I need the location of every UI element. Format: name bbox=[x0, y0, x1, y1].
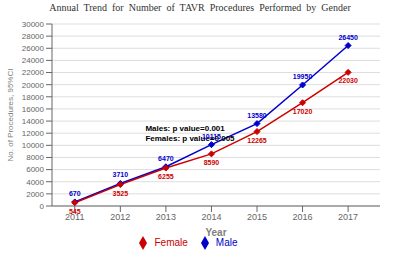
svg-text:6000: 6000 bbox=[26, 165, 44, 174]
svg-text:22030: 22030 bbox=[338, 77, 358, 84]
svg-text:22000: 22000 bbox=[22, 68, 45, 77]
svg-text:4000: 4000 bbox=[26, 178, 44, 187]
svg-text:19950: 19950 bbox=[293, 73, 313, 80]
svg-text:0: 0 bbox=[40, 202, 45, 211]
svg-text:Males: p value=0.001Females: p: Males: p value=0.001Females: p value=0.0… bbox=[145, 124, 235, 143]
svg-text:2016: 2016 bbox=[293, 212, 313, 222]
svg-text:6470: 6470 bbox=[158, 155, 174, 162]
svg-text:17020: 17020 bbox=[293, 108, 313, 115]
svg-text:8000: 8000 bbox=[26, 153, 44, 162]
svg-text:12000: 12000 bbox=[22, 129, 45, 138]
html-text:Female: Female bbox=[154, 236, 188, 248]
svg-text:6255: 6255 bbox=[158, 173, 174, 180]
svg-text:10115: 10115 bbox=[202, 133, 221, 140]
svg-text:2000: 2000 bbox=[26, 190, 44, 199]
svg-text:16000: 16000 bbox=[22, 105, 45, 114]
svg-text:30000: 30000 bbox=[22, 20, 45, 29]
svg-text:18000: 18000 bbox=[22, 93, 45, 102]
svg-text:3525: 3525 bbox=[113, 190, 129, 197]
svg-text:3710: 3710 bbox=[113, 171, 129, 178]
svg-text:26000: 26000 bbox=[22, 44, 45, 53]
html-text:Annual Trend for Number of TAV: Annual Trend for Number of TAVR Procedur… bbox=[49, 2, 351, 13]
svg-text:2011: 2011 bbox=[65, 212, 85, 223]
svg-text:2012: 2012 bbox=[110, 212, 130, 222]
svg-text:2013: 2013 bbox=[156, 212, 176, 222]
svg-text:No. of Procedures, 95%CI: No. of Procedures, 95%CI bbox=[8, 69, 15, 162]
html-text:Male: Male bbox=[215, 236, 238, 248]
svg-text:10000: 10000 bbox=[22, 141, 45, 150]
svg-text:24000: 24000 bbox=[22, 56, 45, 65]
svg-text:28000: 28000 bbox=[22, 32, 45, 41]
svg-text:2015: 2015 bbox=[247, 212, 267, 222]
svg-text:14000: 14000 bbox=[22, 117, 45, 126]
svg-text:2014: 2014 bbox=[201, 212, 221, 222]
svg-text:2017: 2017 bbox=[338, 212, 358, 222]
svg-text:12265: 12265 bbox=[247, 137, 267, 144]
svg-text:8590: 8590 bbox=[204, 159, 220, 166]
svg-text:20000: 20000 bbox=[22, 81, 45, 90]
svg-text:Year: Year bbox=[205, 227, 226, 238]
svg-text:13580: 13580 bbox=[247, 112, 267, 119]
svg-text:26450: 26450 bbox=[338, 34, 358, 41]
svg-text:545: 545 bbox=[69, 208, 81, 215]
svg-text:670: 670 bbox=[69, 190, 81, 197]
